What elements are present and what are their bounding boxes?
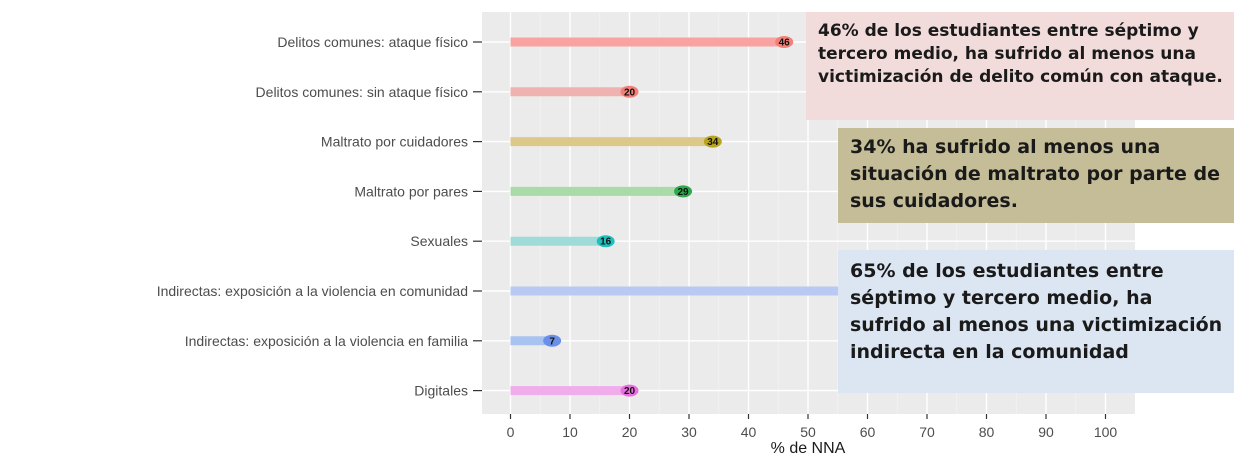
x-tick-label: 70 [919,424,935,440]
data-label: 16 [600,237,612,248]
data-label: 34 [707,137,719,148]
category-label: Sexuales [410,233,468,249]
category-label: Digitales [414,383,468,399]
lollipop-point [775,36,794,48]
x-axis-title: % de NNA [771,440,846,454]
category-label: Maltrato por cuidadores [321,134,468,150]
x-tick-label: 0 [507,424,515,440]
data-label: 46 [779,38,791,49]
lollipop-point [620,384,639,397]
data-label: 7 [549,336,555,347]
category-label: Delitos comunes: ataque físico [277,34,468,50]
data-label: 20 [624,386,636,397]
x-tick-label: 60 [860,424,876,440]
callout-ataque-fisico-text: 46% de los estudiantes entre séptimo y t… [818,21,1223,87]
category-label: Maltrato por pares [354,183,468,199]
lollipop-point [620,85,639,98]
callout-maltrato-cuidadores-text: 34% ha sufrido al menos una situación de… [850,136,1220,212]
category-label: Delitos comunes: sin ataque físico [256,84,469,100]
x-tick-label: 10 [562,424,578,440]
category-label: Indirectas: exposición a la violencia en… [157,283,468,299]
x-tick-label: 90 [1038,424,1054,440]
x-tick-label: 50 [800,424,816,440]
callout-maltrato-cuidadores: 34% ha sufrido al menos una situación de… [838,128,1234,223]
lollipop-point [596,235,615,248]
x-tick-label: 100 [1094,424,1118,440]
lollipop-point [674,185,693,198]
data-label: 20 [624,87,636,98]
x-tick-label: 40 [741,424,757,440]
x-tick-label: 80 [979,424,995,440]
lollipop-point [703,135,722,148]
callout-ataque-fisico: 46% de los estudiantes entre séptimo y t… [806,12,1234,120]
category-label: Indirectas: exposición a la violencia en… [185,333,468,349]
x-tick-label: 20 [622,424,638,440]
data-label: 29 [677,187,689,198]
x-tick-label: 30 [681,424,697,440]
callout-violencia-comunidad: 65% de los estudiantes entre séptimo y t… [838,250,1234,393]
callout-violencia-comunidad-text: 65% de los estudiantes entre séptimo y t… [850,260,1223,363]
lollipop-point [543,334,562,347]
